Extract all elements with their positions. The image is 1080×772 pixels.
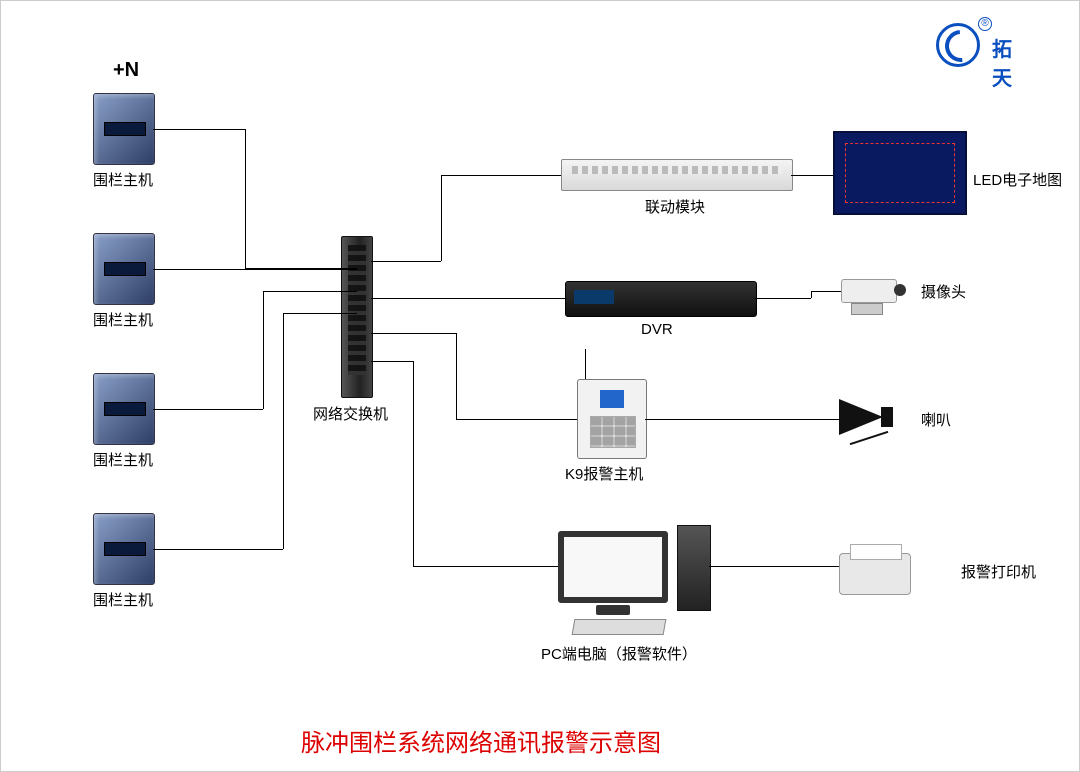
edge-segment (153, 129, 245, 130)
k9-alarm-host (577, 379, 647, 459)
led-map-label: LED电子地图 (973, 169, 1062, 190)
edge-segment (441, 175, 442, 261)
fence-host-1-label: 围栏主机 (93, 169, 153, 190)
edge-segment (283, 313, 284, 549)
pc-monitor (558, 531, 668, 603)
diagram-title: 脉冲围栏系统网络通讯报警示意图 (301, 723, 661, 758)
pc-monitor-stand (596, 605, 630, 615)
linkage-module-label: 联动模块 (645, 196, 705, 217)
camera (841, 279, 897, 303)
edge-segment (371, 261, 441, 262)
edge-segment (413, 361, 414, 566)
edge-segment (371, 361, 413, 362)
horn-label: 喇叭 (921, 409, 951, 430)
edge-segment (153, 549, 283, 550)
horn-base (881, 407, 893, 427)
network-switch (341, 236, 373, 398)
k9-antenna-icon (585, 349, 586, 379)
dvr-label: DVR (641, 321, 673, 338)
led-map (833, 131, 967, 215)
edge-segment (413, 566, 558, 567)
edge-segment (371, 333, 456, 334)
edge-segment (755, 298, 811, 299)
edge-segment (371, 298, 565, 299)
fence-host-4 (93, 513, 155, 585)
logo-text: 拓天 (992, 33, 1012, 91)
pc-tower (677, 525, 711, 611)
edge-segment (645, 419, 839, 420)
camera-mount (851, 303, 883, 315)
dvr (565, 281, 757, 317)
edge-segment (153, 409, 263, 410)
edge-segment (153, 269, 357, 270)
camera-label: 摄像头 (921, 281, 966, 302)
edge-segment (811, 291, 812, 298)
fence-host-1 (93, 93, 155, 165)
fence-host-4-label: 围栏主机 (93, 589, 153, 610)
k9-alarm-host-label: K9报警主机 (565, 463, 643, 484)
edge-segment (283, 313, 357, 314)
fence-host-2 (93, 233, 155, 305)
edge-segment (456, 419, 577, 420)
edge-segment (441, 175, 561, 176)
network-switch-label: 网络交换机 (313, 403, 388, 424)
linkage-module (561, 159, 793, 191)
edge-segment (811, 291, 841, 292)
edge-segment (263, 291, 357, 292)
diagram-canvas: { "meta": { "width": 1080, "height": 772… (0, 0, 1080, 772)
edge-segment (456, 333, 457, 419)
fence-host-3 (93, 373, 155, 445)
horn-speaker (839, 399, 883, 435)
logo-registered: ® (978, 17, 992, 31)
logo-icon (936, 23, 980, 67)
edge-segment (245, 129, 246, 268)
plus-n-label: +N (113, 59, 139, 82)
fence-host-2-label: 围栏主机 (93, 309, 153, 330)
edge-segment (709, 566, 839, 567)
pc-label: PC端电脑（报警软件） (541, 643, 697, 664)
fence-host-3-label: 围栏主机 (93, 449, 153, 470)
alarm-printer (839, 553, 911, 595)
edge-segment (791, 175, 833, 176)
alarm-printer-label: 报警打印机 (961, 561, 1036, 582)
edge-segment (263, 291, 264, 409)
pc-keyboard-icon (572, 619, 667, 635)
